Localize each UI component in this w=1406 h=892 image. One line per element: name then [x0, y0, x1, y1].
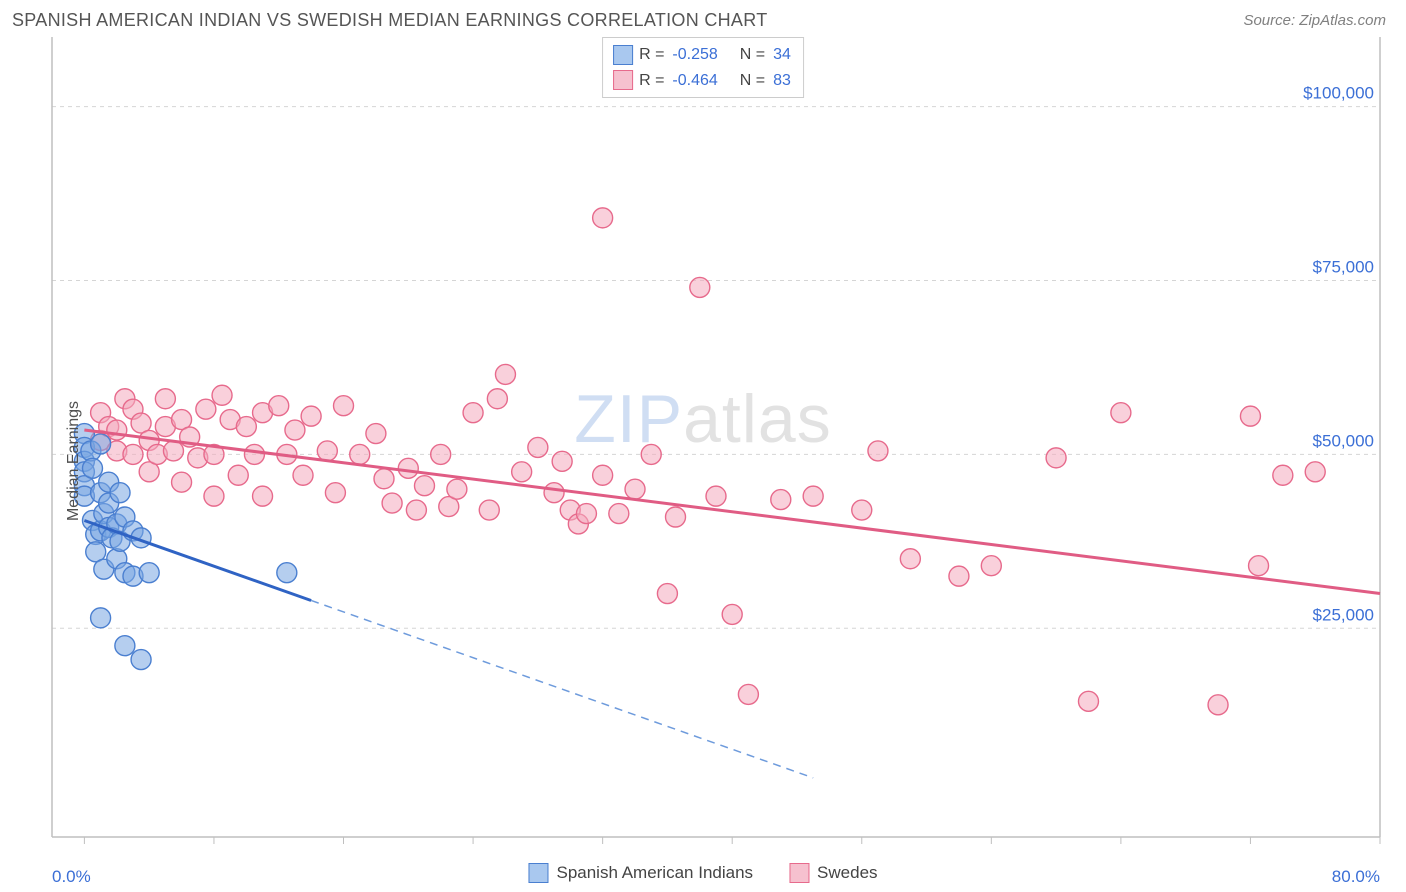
r-value: -0.464: [672, 68, 717, 94]
legend-swatch-pink: [789, 863, 809, 883]
y-axis-label: Median Earnings: [65, 401, 83, 521]
legend-swatch-blue: [613, 45, 633, 65]
chart-area: Median Earnings $25,000 $50,000 $75,000 $10…: [0, 37, 1406, 885]
svg-text:$25,000: $25,000: [1313, 605, 1374, 624]
series-legend: Spanish American Indians Swedes: [528, 863, 877, 883]
n-label: N =: [740, 68, 765, 94]
r-label: R =: [639, 68, 664, 94]
chart-title: SPANISH AMERICAN INDIAN VS SWEDISH MEDIA…: [12, 10, 768, 31]
n-value: 83: [773, 68, 791, 94]
legend-item: Spanish American Indians: [528, 863, 753, 883]
legend-row: R = -0.258 N = 34: [613, 42, 793, 68]
legend-swatch-pink: [613, 70, 633, 90]
r-value: -0.258: [672, 42, 717, 68]
x-max-label: 80.0%: [1332, 867, 1380, 887]
legend-label: Swedes: [817, 863, 877, 883]
r-label: R =: [639, 42, 664, 68]
n-label: N =: [740, 42, 765, 68]
legend-label: Spanish American Indians: [556, 863, 753, 883]
x-min-label: 0.0%: [52, 867, 91, 887]
svg-text:$100,000: $100,000: [1303, 84, 1374, 103]
legend-item: Swedes: [789, 863, 877, 883]
correlation-legend: R = -0.258 N = 34 R = -0.464 N = 83: [602, 37, 804, 98]
svg-text:$50,000: $50,000: [1313, 431, 1374, 450]
legend-swatch-blue: [528, 863, 548, 883]
svg-text:$75,000: $75,000: [1313, 257, 1374, 276]
n-value: 34: [773, 42, 791, 68]
chart-header: SPANISH AMERICAN INDIAN VS SWEDISH MEDIA…: [0, 0, 1406, 37]
legend-row: R = -0.464 N = 83: [613, 68, 793, 94]
scatter-plot: $25,000 $50,000 $75,000 $100,000: [0, 37, 1406, 857]
chart-source: Source: ZipAtlas.com: [1243, 12, 1386, 29]
